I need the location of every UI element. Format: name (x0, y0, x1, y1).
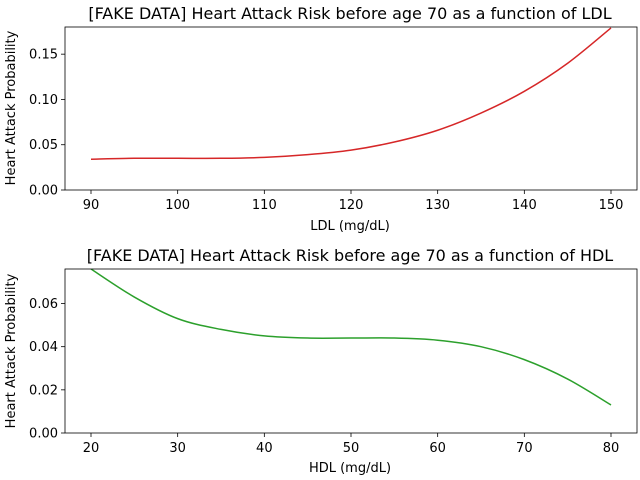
ldl-y-tick-label: 0.10 (29, 93, 58, 108)
ldl-y-tick-label: 0.05 (29, 138, 58, 153)
hdl-x-tick-label: 70 (516, 441, 533, 456)
hdl-x-tick-label: 80 (603, 441, 620, 456)
ldl-y-axis-label: Heart Attack Probability (4, 30, 19, 185)
hdl-y-tick-label: 0.04 (29, 340, 58, 355)
ldl-chart-panel: [FAKE DATA] Heart Attack Risk before age… (4, 4, 638, 234)
hdl-y-axis-label: Heart Attack Probability (4, 273, 19, 428)
ldl-y-tick-label: 0.15 (29, 48, 58, 63)
ldl-x-tick-label: 90 (83, 198, 100, 213)
hdl-chart-panel: [FAKE DATA] Heart Attack Risk before age… (4, 246, 638, 476)
hdl-x-tick-label: 40 (256, 441, 273, 456)
hdl-x-tick-label: 50 (343, 441, 360, 456)
hdl-y-tick-label: 0.00 (29, 427, 58, 442)
hdl-x-axis-label: HDL (mg/dL) (309, 461, 391, 476)
hdl-x-tick-label: 60 (429, 441, 446, 456)
hdl-y-tick-label: 0.02 (29, 383, 58, 398)
ldl-x-tick-label: 110 (252, 198, 277, 213)
ldl-x-axis-label: LDL (mg/dL) (310, 219, 390, 234)
ldl-x-tick-label: 150 (599, 198, 624, 213)
ldl-plot-frame (64, 26, 638, 191)
ldl-series-line (90, 27, 612, 160)
ldl-y-tick-label: 0.00 (29, 184, 58, 199)
ldl-x-tick-label: 140 (512, 198, 537, 213)
ldl-x-tick-label: 120 (339, 198, 364, 213)
hdl-x-tick-label: 20 (83, 441, 100, 456)
ldl-x-tick-label: 130 (425, 198, 450, 213)
ldl-chart-title: [FAKE DATA] Heart Attack Risk before age… (88, 4, 611, 23)
hdl-series-line (90, 269, 612, 406)
ldl-x-tick-label: 100 (165, 198, 190, 213)
hdl-plot-frame (64, 268, 638, 434)
hdl-y-tick-label: 0.06 (29, 297, 58, 312)
hdl-x-tick-label: 30 (169, 441, 186, 456)
hdl-chart-title: [FAKE DATA] Heart Attack Risk before age… (87, 246, 614, 265)
